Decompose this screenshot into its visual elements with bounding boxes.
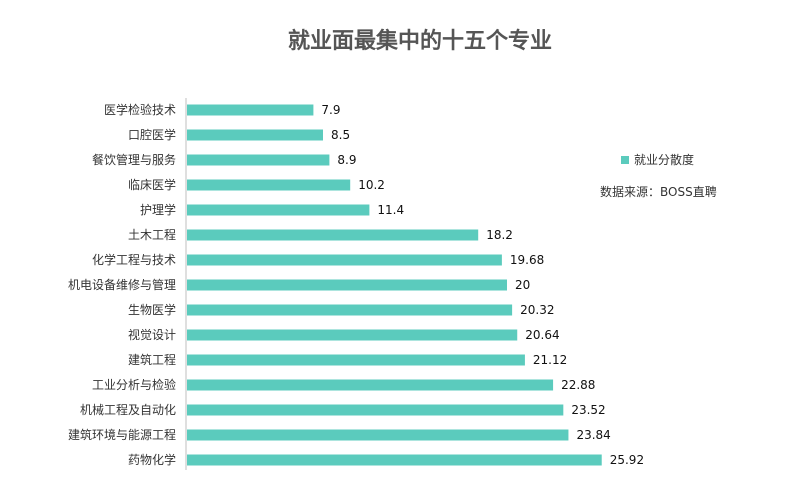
- value-label: 18.2: [486, 228, 513, 242]
- bar: [187, 229, 479, 241]
- category-label: 建筑环境与能源工程: [68, 427, 176, 442]
- category-label: 机械工程及自动化: [80, 402, 176, 417]
- legend: 就业分散度: [621, 152, 694, 167]
- value-label: 8.9: [337, 153, 356, 167]
- category-label: 口腔医学: [128, 127, 176, 142]
- value-label: 20.32: [520, 303, 554, 317]
- bar: [187, 154, 330, 166]
- category-label: 视觉设计: [128, 327, 176, 342]
- value-label: 8.5: [331, 128, 350, 142]
- bar: [187, 179, 351, 191]
- category-label: 生物医学: [128, 302, 176, 317]
- category-label: 临床医学: [128, 177, 176, 192]
- value-label: 11.4: [377, 203, 404, 217]
- bar: [187, 454, 602, 466]
- value-label: 10.2: [358, 178, 385, 192]
- category-label: 餐饮管理与服务: [92, 152, 176, 167]
- bar: [187, 129, 323, 141]
- value-label: 25.92: [610, 453, 644, 467]
- value-label: 20.64: [525, 328, 559, 342]
- bar: [187, 279, 507, 291]
- bar: [187, 104, 314, 116]
- value-label: 20: [515, 278, 530, 292]
- category-label: 机电设备维修与管理: [68, 277, 176, 292]
- bar: [187, 379, 554, 391]
- bar: [187, 304, 513, 316]
- bar: [187, 429, 569, 441]
- value-labels-layer: 7.9 8.5 8.910.2 11.4 18.2 19.68 20 20.32 20.64 21…: [321, 103, 644, 467]
- category-label: 医学检验技术: [104, 102, 176, 117]
- value-label: 19.68: [510, 253, 544, 267]
- bar: [187, 254, 502, 266]
- data-source-note: 数据来源：BOSS直聘: [600, 184, 717, 199]
- bars-layer: [187, 104, 602, 466]
- value-label: 21.12: [533, 353, 567, 367]
- category-label: 护理学: [140, 202, 176, 217]
- category-labels-layer: 医学检验技术口腔医学餐饮管理与服务临床医学护理学土木工程化学工程与技术机电设备维…: [68, 102, 176, 467]
- legend-swatch: [621, 156, 629, 164]
- value-label: 23.52: [571, 403, 605, 417]
- category-label: 工业分析与检验: [92, 377, 176, 392]
- legend-label: 就业分散度: [634, 152, 694, 167]
- category-label: 化学工程与技术: [92, 252, 176, 267]
- bar: [187, 204, 370, 216]
- chart-title: 就业面最集中的十五个专业: [288, 28, 552, 54]
- category-label: 建筑工程: [128, 352, 176, 367]
- value-label: 22.88: [561, 378, 595, 392]
- value-label: 23.84: [576, 428, 610, 442]
- category-label: 药物化学: [128, 452, 176, 467]
- value-label: 7.9: [321, 103, 340, 117]
- bar: [187, 354, 525, 366]
- bar: [187, 329, 518, 341]
- category-label: 土木工程: [128, 227, 176, 242]
- bar: [187, 404, 564, 416]
